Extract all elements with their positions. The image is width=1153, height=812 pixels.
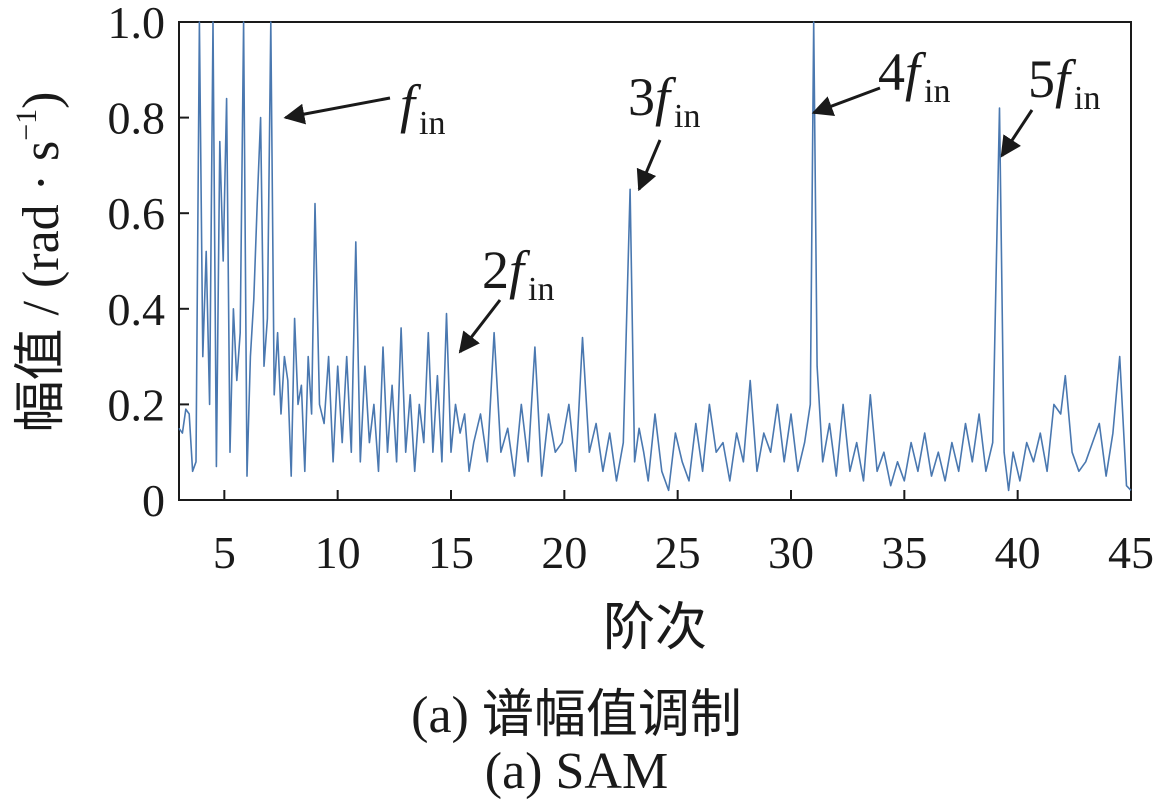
y-tick-label: 0.6 <box>108 188 166 239</box>
x-tick-label: 5 <box>213 527 236 578</box>
x-tick-label: 40 <box>995 527 1041 578</box>
annotation-label: 2f in <box>482 240 554 308</box>
y-tick-label: 0.8 <box>108 93 166 144</box>
annotation-arrow <box>283 96 391 125</box>
x-tick-label: 25 <box>655 527 701 578</box>
x-tick-label: 45 <box>1108 527 1153 578</box>
annotation-arrow <box>458 299 502 354</box>
y-tick-label: 0.2 <box>108 379 166 430</box>
chart: 5 10 15 20 25 30 35 40 45 0 0.2 0.4 0.6 0.8 1.0 f in 2f… <box>10 0 1153 657</box>
annotation-label: f in <box>400 74 445 142</box>
y-tick-label: 0 <box>142 475 165 526</box>
caption-english: (a) SAM <box>484 743 669 800</box>
y-tick-label: 1.0 <box>108 0 166 48</box>
x-axis-title: 阶次 <box>603 600 707 657</box>
annotation-arrow <box>811 86 881 117</box>
spectrum-line <box>178 21 1132 492</box>
annotation-arrow <box>1000 109 1034 158</box>
x-axis: 5 10 15 20 25 30 35 40 45 <box>213 490 1153 578</box>
y-axis-title: 幅值 / (rad · s−1) <box>10 92 70 433</box>
annotation-label: 5f in <box>1028 49 1100 117</box>
annotation-arrow <box>636 139 662 192</box>
y-tick-label: 0.4 <box>108 284 166 335</box>
y-axis: 0 0.2 0.4 0.6 0.8 1.0 <box>108 0 189 526</box>
annotations: f in 2f in 3f in 4f in 5f in <box>283 42 1100 354</box>
plot-frame <box>178 21 1132 501</box>
caption-chinese: (a) 谱幅值调制 <box>411 687 742 744</box>
x-tick-label: 35 <box>881 527 927 578</box>
x-tick-label: 30 <box>768 527 814 578</box>
x-tick-label: 15 <box>428 527 474 578</box>
annotation-label: 4f in <box>878 42 950 110</box>
x-tick-label: 10 <box>315 527 361 578</box>
annotation-label: 3f in <box>628 67 700 135</box>
x-tick-label: 20 <box>541 527 587 578</box>
